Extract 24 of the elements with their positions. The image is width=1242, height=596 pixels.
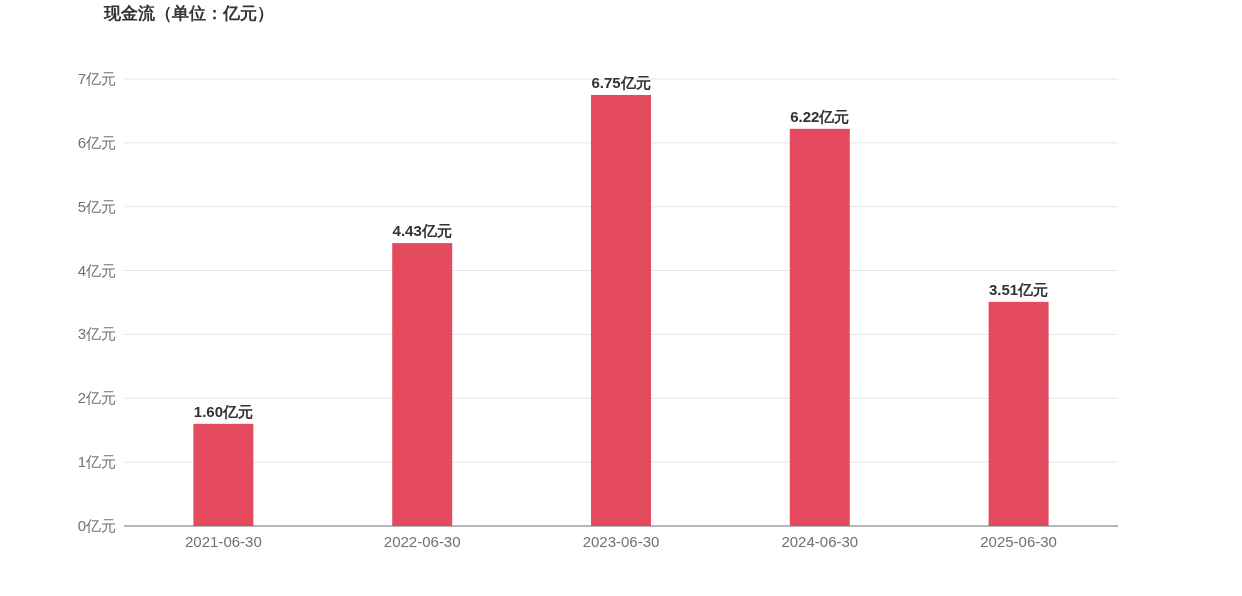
x-tick-label: 2021-06-30 — [185, 533, 262, 550]
y-tick-label: 4亿元 — [77, 261, 116, 279]
x-tick-label: 2025-06-30 — [980, 533, 1057, 550]
chart-title: 现金流（单位：亿元） — [103, 4, 274, 23]
y-tick-label: 3亿元 — [77, 325, 116, 343]
data-label: 4.43亿元 — [392, 222, 452, 240]
data-label: 6.22亿元 — [790, 107, 850, 125]
y-tick-label: 6亿元 — [77, 133, 116, 151]
bar — [988, 301, 1049, 526]
y-tick-label: 1亿元 — [77, 453, 116, 471]
y-tick-label: 7亿元 — [77, 70, 116, 87]
bar — [392, 243, 453, 526]
x-tick-label: 2022-06-30 — [383, 533, 461, 550]
x-tick-label: 2023-06-30 — [582, 533, 660, 550]
bar — [591, 94, 651, 526]
y-tick-label: 5亿元 — [77, 197, 116, 215]
y-tick-label: 0亿元 — [77, 517, 116, 534]
data-label: 1.60亿元 — [193, 402, 253, 420]
data-label: 6.75亿元 — [591, 73, 651, 91]
y-tick-label: 2亿元 — [77, 389, 116, 407]
data-label: 3.51亿元 — [989, 280, 1049, 298]
x-tick-label: 2024-06-30 — [781, 533, 859, 550]
bar — [789, 128, 850, 526]
bar — [193, 423, 254, 526]
